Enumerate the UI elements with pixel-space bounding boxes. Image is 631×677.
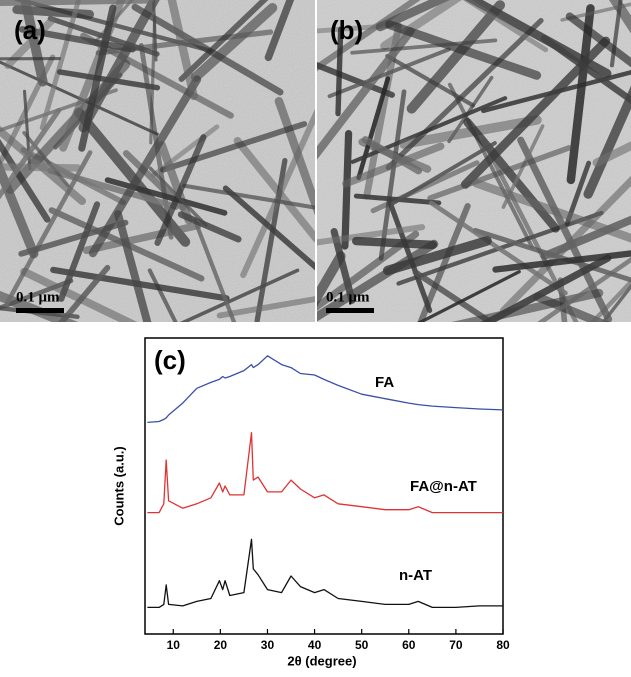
scale-bar-label: 0.1 μm [326,289,370,305]
scale-bar-label: 0.1 μm [16,289,60,305]
x-tick-label: 30 [261,638,275,652]
series-label: FA@n-AT [410,478,477,495]
rod [356,241,433,245]
x-axis-label: 2θ (degree) [287,653,356,668]
xrd-curve [147,356,503,423]
figure: (a) (b) 0.1 μm 0.1 μm (c) 2θ (degree) Co… [0,0,631,672]
x-tick-label: 60 [402,638,416,652]
xrd-curve [147,433,503,513]
x-tick-label: 10 [167,638,181,652]
y-axis-label: Counts (a.u.) [111,446,126,525]
x-tick-label: 40 [308,638,322,652]
xrd-curve [147,539,503,607]
series-label: FA [375,374,394,391]
series-label: n-AT [399,567,432,584]
x-tick-label: 80 [496,638,510,652]
panel-label: (b) [330,15,363,45]
panel-label: (a) [14,15,46,45]
rod [0,167,78,168]
scale-bar [326,308,374,313]
x-tick-label: 70 [449,638,463,652]
scale-bar [16,308,64,313]
x-tick-label: 50 [355,638,369,652]
rod [0,0,150,3]
rod [345,134,349,246]
chart-title: (c) [154,345,186,375]
x-tick-label: 20 [214,638,228,652]
